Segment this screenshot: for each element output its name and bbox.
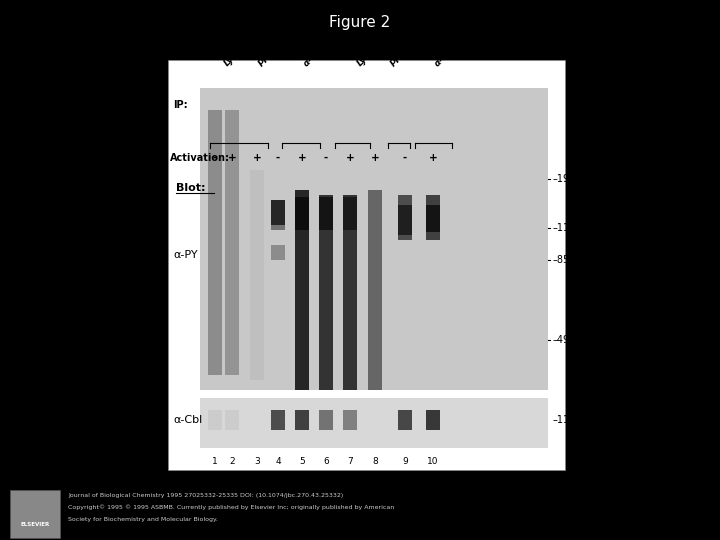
Text: Society for Biochemistry and Molecular Biology.: Society for Biochemistry and Molecular B… <box>68 517 218 522</box>
Text: –194: –194 <box>553 174 576 184</box>
Bar <box>319 197 333 230</box>
Text: -: - <box>403 153 407 163</box>
Text: Activation:: Activation: <box>170 153 230 163</box>
Text: +: + <box>228 153 236 163</box>
Text: 10: 10 <box>427 456 438 465</box>
Bar <box>271 200 285 225</box>
Text: –115: –115 <box>553 415 577 425</box>
Text: 5: 5 <box>299 456 305 465</box>
Text: +: + <box>428 153 437 163</box>
Text: α-Cbl: α-Cbl <box>302 43 327 68</box>
Text: 9: 9 <box>402 456 408 465</box>
Bar <box>271 200 285 230</box>
Text: 2: 2 <box>229 456 235 465</box>
Bar <box>426 195 440 240</box>
Text: Jurkat: Jurkat <box>329 472 366 482</box>
Text: 7: 7 <box>347 456 353 465</box>
Text: +: + <box>253 153 261 163</box>
Bar <box>271 410 285 430</box>
Bar <box>225 110 239 375</box>
Bar <box>426 205 440 232</box>
Bar <box>295 410 309 430</box>
Text: 3: 3 <box>254 456 260 465</box>
Text: α-Cbl: α-Cbl <box>433 43 458 68</box>
Text: 6: 6 <box>323 456 329 465</box>
Text: –49: –49 <box>553 335 570 345</box>
Bar <box>398 205 412 235</box>
Text: 4: 4 <box>275 456 281 465</box>
Bar <box>368 190 382 390</box>
Text: Copyright© 1995 © 1995 ASBMB. Currently published by Elsevier Inc; originally pu: Copyright© 1995 © 1995 ASBMB. Currently … <box>68 504 395 510</box>
Text: 1: 1 <box>212 456 218 465</box>
Bar <box>343 197 357 230</box>
Text: -: - <box>324 153 328 163</box>
Text: Blot:: Blot: <box>176 183 205 193</box>
Text: -: - <box>276 153 280 163</box>
Text: α-PY: α-PY <box>173 250 197 260</box>
Text: Journal of Biological Chemistry 1995 27025332-25335 DOI: (10.1074/jbc.270.43.253: Journal of Biological Chemistry 1995 270… <box>68 493 343 498</box>
Text: 293: 293 <box>240 472 264 482</box>
Text: +: + <box>371 153 379 163</box>
Bar <box>208 410 222 430</box>
Bar <box>398 195 412 240</box>
Text: Lysate: Lysate <box>222 39 251 68</box>
Text: Figure 2: Figure 2 <box>329 15 391 30</box>
Bar <box>343 195 357 390</box>
Bar <box>250 170 264 380</box>
Text: 8: 8 <box>372 456 378 465</box>
Text: Lysate: Lysate <box>355 39 384 68</box>
Text: –85: –85 <box>553 255 570 265</box>
Text: ELSEVIER: ELSEVIER <box>20 522 50 527</box>
Bar <box>398 410 412 430</box>
Bar <box>426 410 440 430</box>
Text: IP:: IP: <box>173 100 188 110</box>
Bar <box>343 410 357 430</box>
Bar <box>200 88 548 390</box>
Text: +: + <box>297 153 307 163</box>
Bar <box>208 110 222 375</box>
Bar <box>319 410 333 430</box>
Bar <box>10 490 60 538</box>
Bar <box>319 195 333 390</box>
Text: PI: PI <box>257 55 271 68</box>
Text: +: + <box>346 153 354 163</box>
Text: -: - <box>213 153 217 163</box>
Text: α-Cbl: α-Cbl <box>173 415 202 425</box>
Text: PI: PI <box>389 55 402 68</box>
Bar <box>168 60 565 470</box>
Bar <box>295 197 309 230</box>
Bar <box>295 190 309 390</box>
Bar <box>200 398 548 448</box>
Bar <box>271 245 285 260</box>
Text: –115: –115 <box>553 223 577 233</box>
Bar <box>225 410 239 430</box>
